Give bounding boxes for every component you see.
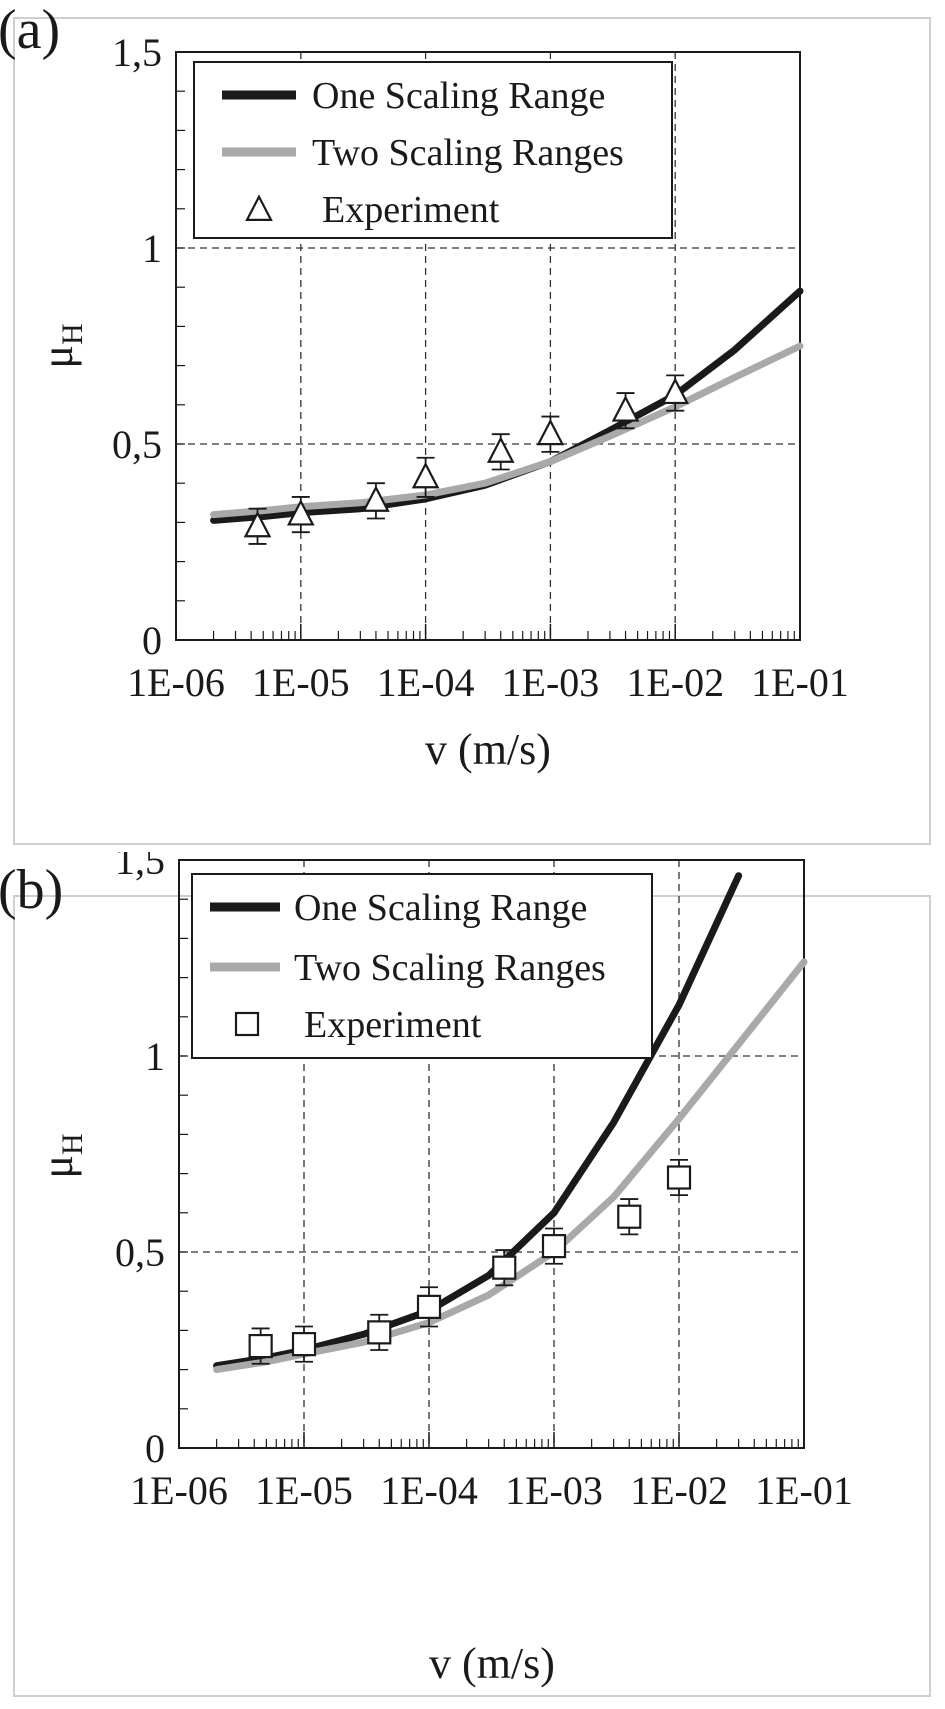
- experiment-point: [486, 436, 515, 463]
- one-scaling-range-line: [213, 872, 743, 1370]
- legend-experiment-marker: [245, 194, 273, 221]
- legend: One Scaling Range Two Scaling Ranges Exp…: [193, 61, 673, 239]
- experiment-point: [541, 1234, 567, 1259]
- x-tick-label: 1E-02: [630, 1468, 728, 1513]
- legend-marker-exp: [234, 1011, 260, 1037]
- experiment-point: [367, 1320, 392, 1345]
- x-axis-title: v (m/s): [425, 725, 551, 774]
- experiment-point: [492, 1255, 517, 1280]
- x-tick-label: 1E-04: [377, 660, 475, 705]
- x-tick-label: 1E-04: [380, 1468, 478, 1513]
- two-scaling-ranges-line: [210, 342, 804, 519]
- experiment-point: [291, 1332, 317, 1357]
- plot-area-border: [178, 859, 805, 1449]
- x-tick-labels: 1E-06 1E-05 1E-04 1E-03 1E-02 1E-01: [130, 1468, 853, 1513]
- x-tick-label: 1E-03: [502, 660, 600, 705]
- two-scaling-ranges-line: [213, 958, 808, 1374]
- x-tick-label: 1E-05: [252, 660, 350, 705]
- legend: One Scaling Range Two Scaling Ranges Exp…: [191, 873, 653, 1059]
- x-tick-label: 1E-03: [505, 1468, 603, 1513]
- y-tick-label: 0: [142, 618, 162, 663]
- x-tick-label: 1E-01: [755, 1468, 853, 1513]
- x-tick-label: 1E-01: [751, 660, 849, 705]
- x-tick-label: 1E-05: [255, 1468, 353, 1513]
- y-tick-label: 1: [142, 226, 162, 271]
- minor-ticks: [178, 859, 805, 1449]
- y-tick-label: 0: [145, 1426, 165, 1471]
- legend-experiment-marker: [234, 1011, 260, 1037]
- x-tick-label: 1E-06: [130, 1468, 228, 1513]
- x-tick-label: 1E-06: [127, 660, 225, 705]
- experiment-point: [611, 395, 640, 422]
- experiment-point: [243, 510, 272, 538]
- x-tick-label: 1E-02: [626, 660, 724, 705]
- experiment-point: [248, 1333, 273, 1359]
- experiment-point: [617, 1204, 642, 1229]
- experiment-point: [536, 418, 565, 446]
- chart-b-svg: (b) 00,511,5 1E-06 1E-05 1E-04 1E-03 1E-02 1E…: [0, 838, 931, 1697]
- legend-label-one: One Scaling Range: [294, 887, 587, 929]
- x-tick-labels: 1E-06 1E-05 1E-04 1E-03 1E-02 1E-01: [127, 660, 849, 705]
- y-tick-label: 1,5: [115, 852, 165, 883]
- chart-panel-b: (b) 0 0,5 1 1,5 1E-06 1E-05 1E-04 1E-03 1E-02 1E…: [0, 838, 945, 1704]
- minor-ticks: [175, 51, 801, 641]
- legend-label-two: Two Scaling Ranges: [294, 947, 606, 989]
- series: [210, 287, 804, 545]
- experiment-point: [661, 377, 690, 405]
- panel-label: (b): [0, 859, 63, 921]
- y-tick-label: 1: [145, 1034, 165, 1079]
- legend-label-two: Two Scaling Ranges: [312, 132, 624, 174]
- x-axis-title: v (m/s): [429, 1639, 555, 1688]
- y-tick-label: 0,5: [112, 422, 162, 467]
- legend-label-one: One Scaling Range: [312, 75, 605, 117]
- experiment-point: [411, 461, 440, 489]
- panel-label: (a): [0, 0, 60, 61]
- chart-panel-a: (a) 0 0,5 1 1,5 1E-06 1E-05 1E-04 1E-03 1E-02 1E…: [0, 0, 945, 852]
- experiment-point: [666, 1165, 692, 1190]
- chart-a-svg: (a) 00,511,5 1E-06 1E-05 1E-04 1E-03 1E-02 1E…: [0, 0, 931, 845]
- y-tick-label: 0,5: [115, 1230, 165, 1275]
- y-axis-title: μH: [33, 323, 89, 368]
- experiment-point: [362, 485, 390, 512]
- y-tick-labels: 0 0,5 1 1,5: [112, 30, 162, 663]
- experiment-point: [416, 1294, 442, 1319]
- y-tick-label: 1,5: [112, 30, 162, 75]
- experiment-point: [286, 498, 315, 526]
- series: [213, 872, 808, 1374]
- legend-label-exp: Experiment: [304, 1004, 482, 1046]
- legend-marker-exp: [245, 194, 273, 221]
- legend-label-exp: Experiment: [322, 189, 500, 231]
- y-axis-title: μH: [33, 1133, 89, 1178]
